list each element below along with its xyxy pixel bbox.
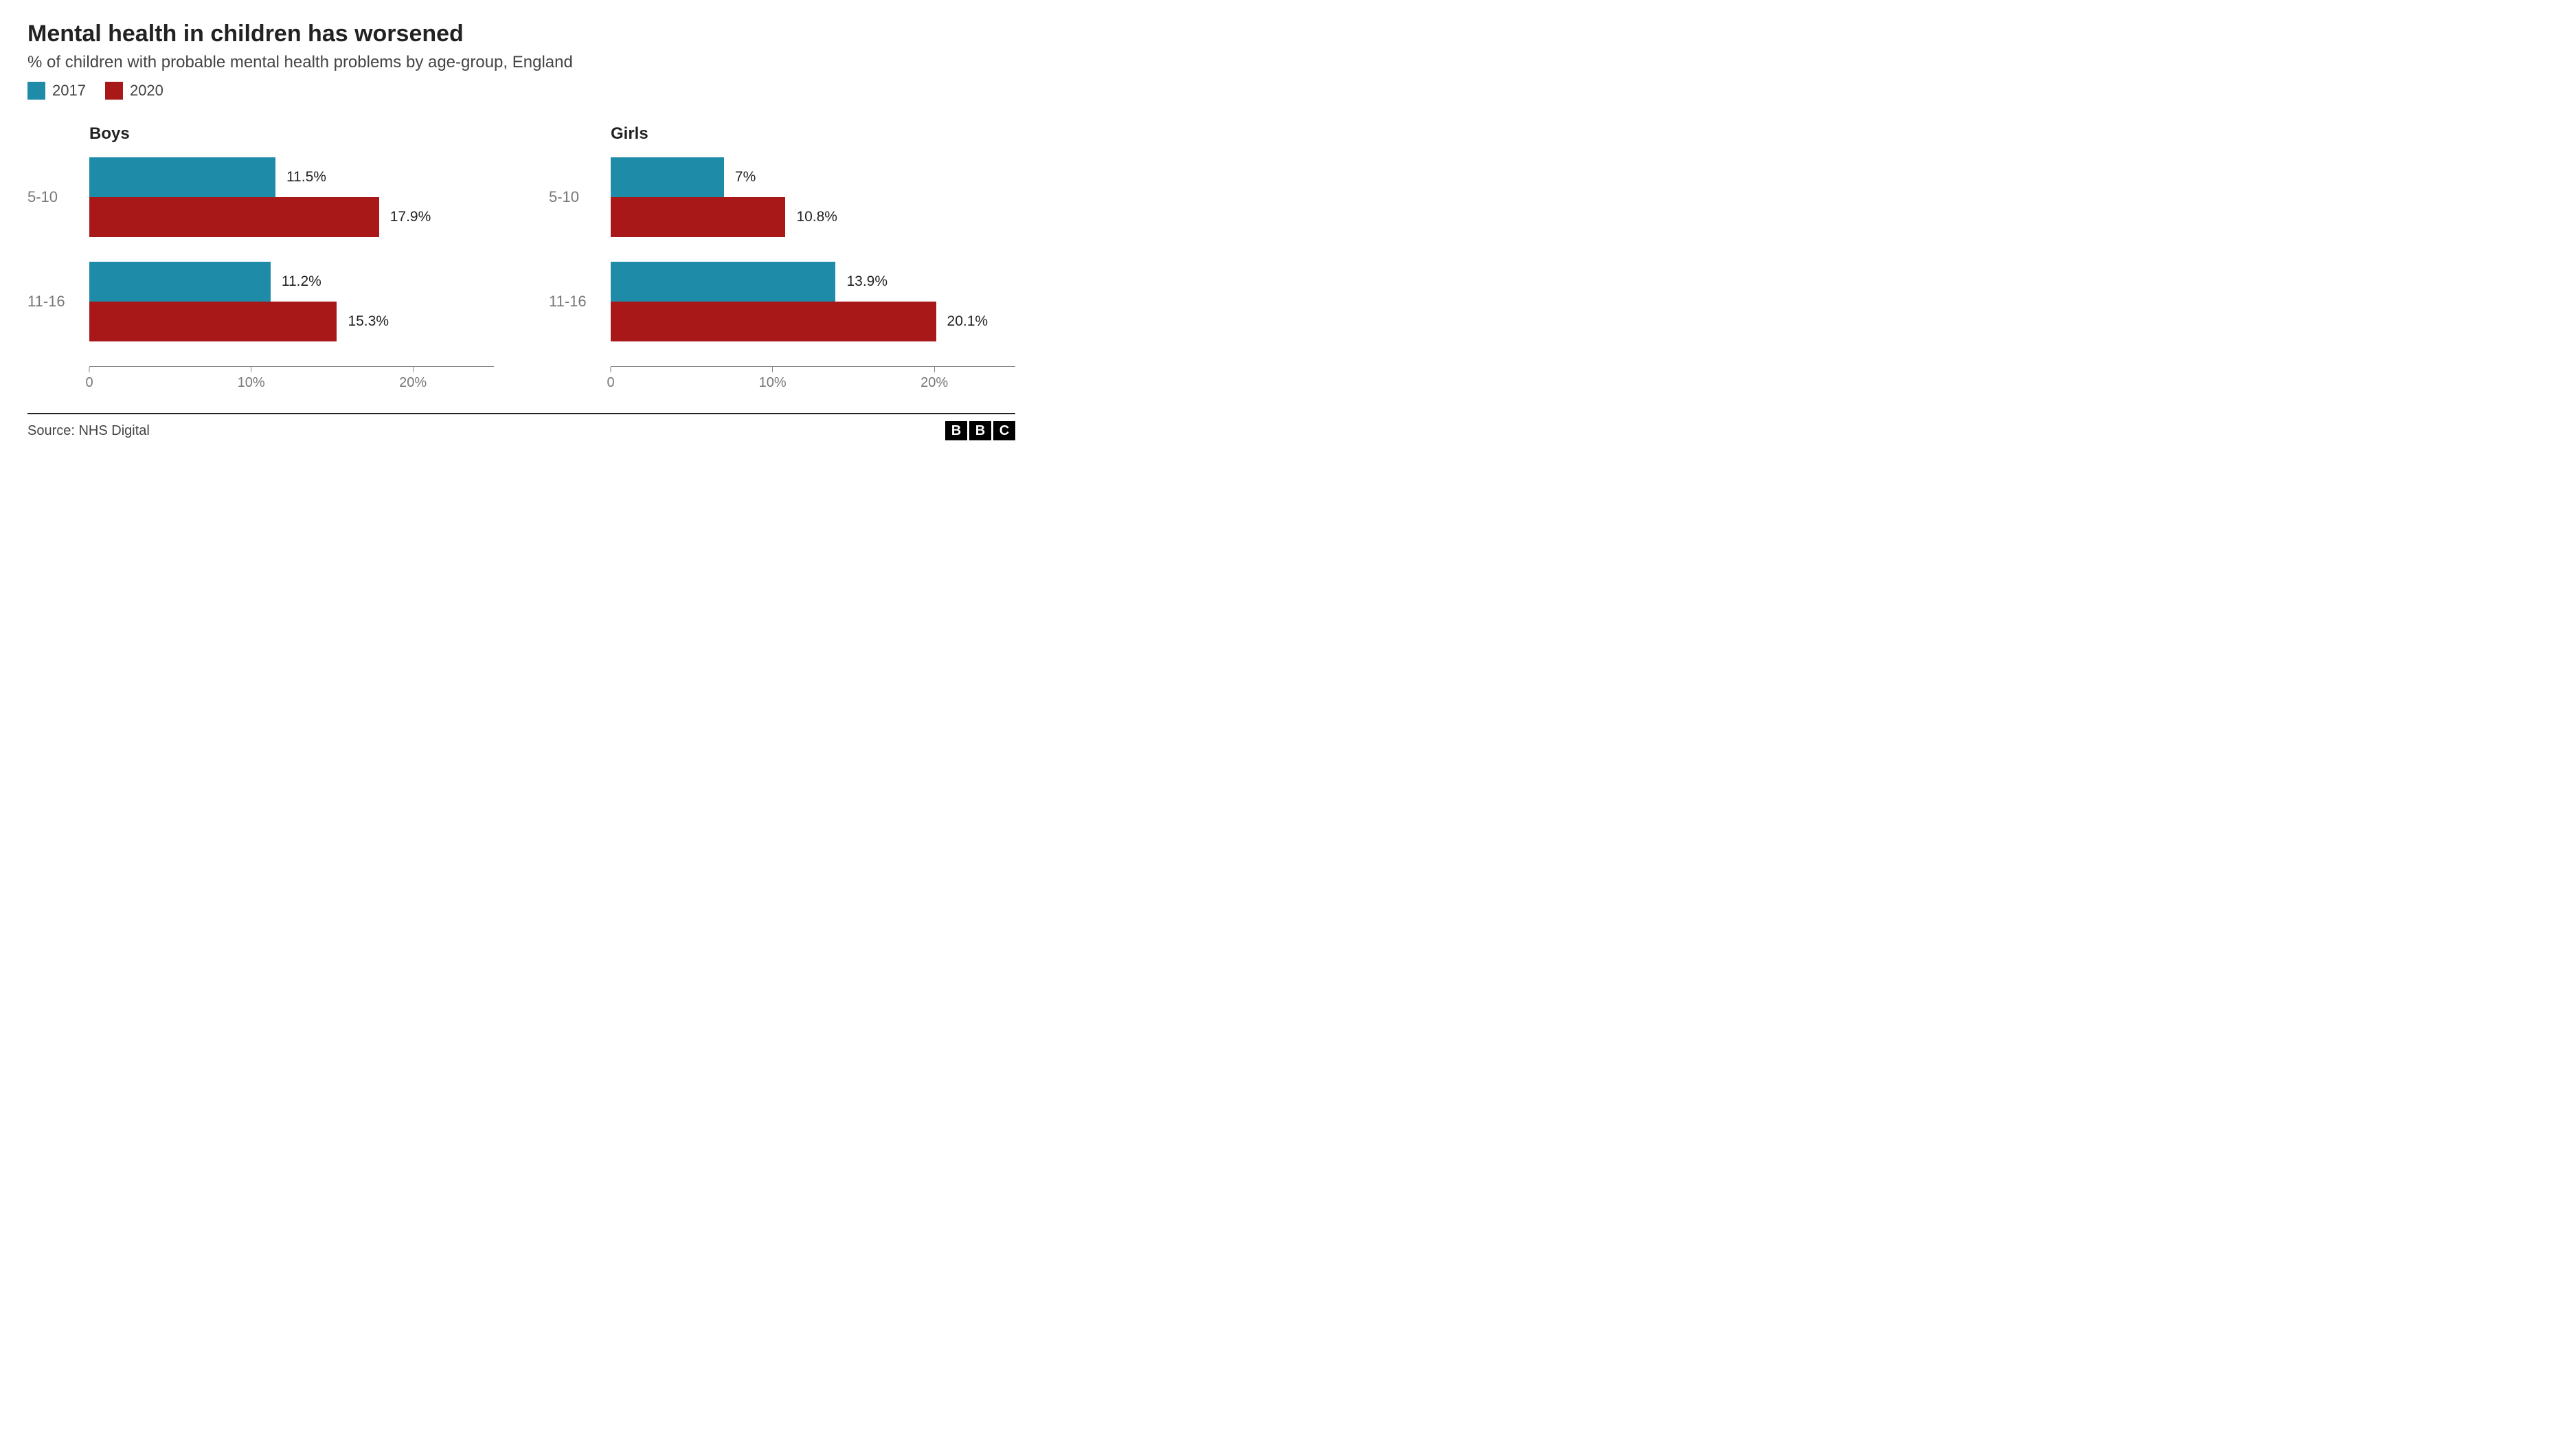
- panel-title: Boys: [89, 124, 494, 144]
- age-group-label: 5-10: [549, 188, 611, 206]
- bar-value-label: 17.9%: [390, 209, 431, 225]
- bar: [611, 302, 936, 341]
- legend-label: 2020: [130, 82, 163, 100]
- age-group: 5-10 7% 10.8%: [549, 157, 1015, 237]
- bar-value-label: 13.9%: [846, 273, 888, 290]
- logo-block: B: [945, 421, 967, 440]
- axis-tick: 0: [85, 367, 93, 391]
- age-group-label: 11-16: [549, 293, 611, 311]
- x-axis: 010%20%: [611, 366, 1015, 394]
- legend-label: 2017: [52, 82, 86, 100]
- bar-value-label: 11.2%: [282, 273, 321, 290]
- legend-swatch: [27, 82, 45, 100]
- bbc-logo: BBC: [945, 421, 1015, 440]
- axis-tick-label: 20%: [399, 375, 427, 391]
- bars-area: 7% 10.8%: [611, 157, 1015, 237]
- bar: [611, 262, 835, 302]
- bar-row: 15.3%: [89, 302, 494, 341]
- footer: Source: NHS Digital BBC: [27, 413, 1015, 440]
- legend-item: 2017: [27, 82, 86, 100]
- axis-tick: 20%: [920, 367, 948, 391]
- bar-row: 11.5%: [89, 157, 494, 197]
- bar-row: 17.9%: [89, 197, 494, 237]
- axis-wrap: 0 10% 20%: [549, 366, 1015, 394]
- axis-tick: 20%: [399, 367, 427, 391]
- chart-subtitle: % of children with probable mental healt…: [27, 53, 1015, 72]
- bar: [611, 157, 724, 197]
- age-group: 11-16 11.2% 15.3%: [27, 262, 494, 341]
- chart-panels: Boys 5-10 11.5% 17.9% 11-16 11.2% 15.3% 0 10% 20%…: [27, 124, 1015, 394]
- axis-wrap: 0 10% 20%: [27, 366, 494, 394]
- bars-area: 11.2% 15.3%: [89, 262, 494, 341]
- legend: 2017 2020: [27, 82, 1015, 100]
- bar-value-label: 11.5%: [286, 169, 326, 185]
- age-group: 5-10 11.5% 17.9%: [27, 157, 494, 237]
- axis-tick-label: 10%: [759, 375, 787, 391]
- bar-row: 13.9%: [611, 262, 1015, 302]
- bar: [611, 197, 785, 237]
- age-group-label: 5-10: [27, 188, 89, 206]
- source-text: Source: NHS Digital: [27, 423, 150, 439]
- bars-area: 11.5% 17.9%: [89, 157, 494, 237]
- age-group: 11-16 13.9% 20.1%: [549, 262, 1015, 341]
- age-group-label: 11-16: [27, 293, 89, 311]
- bar: [89, 302, 337, 341]
- axis-tick: 0: [607, 367, 614, 391]
- bar: [89, 197, 379, 237]
- bar-row: 20.1%: [611, 302, 1015, 341]
- axis-tick-label: 0: [85, 375, 93, 391]
- axis-tick-label: 10%: [238, 375, 265, 391]
- logo-block: B: [969, 421, 991, 440]
- axis-tick: 10%: [238, 367, 265, 391]
- panel-title: Girls: [611, 124, 1015, 144]
- chart-panel: Boys 5-10 11.5% 17.9% 11-16 11.2% 15.3% 0 10% 20%: [27, 124, 494, 394]
- bar-value-label: 15.3%: [348, 313, 389, 330]
- bar-row: 11.2%: [89, 262, 494, 302]
- legend-item: 2020: [105, 82, 163, 100]
- chart-panel: Girls 5-10 7% 10.8% 11-16 13.9% 20.1% 0 10% 20%: [549, 124, 1015, 394]
- logo-block: C: [993, 421, 1015, 440]
- axis-tick-label: 20%: [920, 375, 948, 391]
- bar-value-label: 7%: [735, 169, 756, 185]
- axis-tick: 10%: [759, 367, 787, 391]
- bar: [89, 262, 271, 302]
- bar-value-label: 10.8%: [796, 209, 837, 225]
- bars-area: 13.9% 20.1%: [611, 262, 1015, 341]
- x-axis: 010%20%: [89, 366, 494, 394]
- axis-tick-label: 0: [607, 375, 614, 391]
- bar: [89, 157, 275, 197]
- bar-row: 10.8%: [611, 197, 1015, 237]
- legend-swatch: [105, 82, 123, 100]
- bar-value-label: 20.1%: [947, 313, 988, 330]
- bar-row: 7%: [611, 157, 1015, 197]
- chart-title: Mental health in children has worsened: [27, 21, 1015, 47]
